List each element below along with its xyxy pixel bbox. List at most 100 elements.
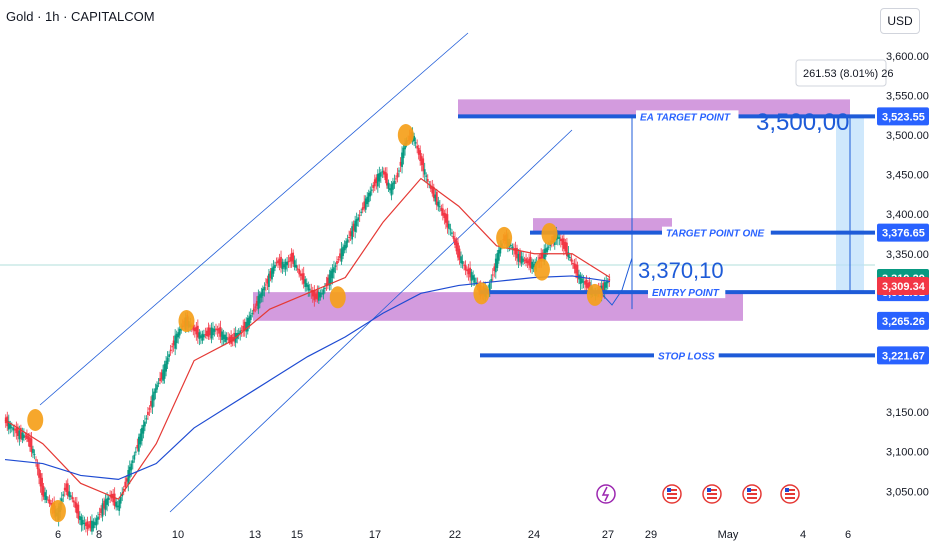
mid-price-annotation: 3,370,10 — [638, 258, 724, 283]
candle-body — [467, 268, 470, 275]
candle-body — [142, 424, 145, 434]
candle-body — [258, 294, 261, 304]
candle-body — [547, 246, 550, 248]
candle-body — [443, 212, 446, 219]
candle-body — [215, 328, 217, 330]
candle-body — [307, 284, 310, 291]
pivot-marker — [496, 226, 513, 249]
candle-body — [399, 161, 402, 166]
candle-body — [202, 334, 205, 338]
y-tick-label: 3,600.00 — [886, 51, 929, 63]
candle-body — [251, 313, 254, 315]
x-tick-label: 10 — [172, 529, 184, 541]
candle-body — [265, 284, 267, 286]
candle-body — [432, 186, 435, 199]
candle-body — [260, 292, 263, 298]
candle-body — [565, 242, 568, 256]
candle-body — [180, 328, 183, 331]
candle-body — [242, 325, 245, 331]
candle-body — [77, 504, 80, 519]
candle-body — [169, 349, 172, 352]
candle-body — [469, 267, 471, 278]
candle-body — [543, 249, 546, 262]
candle-body — [269, 271, 272, 279]
candle-body — [372, 185, 375, 188]
candle-body — [567, 252, 570, 258]
candle-body — [69, 495, 72, 497]
candle-body — [45, 496, 48, 500]
candle-body — [95, 518, 98, 526]
candle-body — [225, 336, 228, 341]
x-tick-label: 15 — [291, 529, 303, 541]
candle-body — [520, 256, 523, 264]
candle-body — [499, 246, 502, 254]
candle-body — [363, 201, 366, 209]
candles-layer — [4, 127, 611, 536]
candle-body — [144, 421, 146, 427]
candle-body — [30, 438, 33, 453]
candle-body — [252, 308, 255, 312]
candle-body — [449, 228, 452, 230]
candle-body — [398, 170, 400, 172]
candle-body — [334, 265, 337, 267]
candle-body — [573, 263, 576, 269]
level-label-0: EA TARGET POINT — [640, 112, 731, 123]
candle-body — [147, 411, 149, 416]
candle-body — [514, 248, 517, 255]
candle-body — [457, 242, 459, 258]
candle-body — [336, 261, 338, 264]
candle-body — [38, 468, 40, 478]
candle-body — [470, 272, 473, 281]
candle-body — [322, 289, 325, 295]
candle-body — [281, 261, 284, 270]
candle-body — [422, 158, 425, 172]
candle-body — [246, 318, 249, 332]
candle-body — [277, 260, 279, 264]
level-badge-3-bg — [877, 346, 929, 365]
candle-body — [115, 501, 118, 508]
candle-body — [389, 188, 391, 191]
candle-body — [68, 491, 71, 498]
candle-body — [272, 266, 275, 274]
candle-body — [165, 360, 167, 372]
candle-body — [455, 240, 458, 252]
candle-body — [369, 191, 372, 197]
candle-body — [166, 357, 169, 365]
x-tick-label: 6 — [55, 529, 61, 541]
candle-body — [175, 333, 178, 344]
candle-body — [91, 520, 93, 532]
flag-stripe — [707, 489, 717, 491]
candle-body — [248, 316, 251, 326]
candle-body — [192, 324, 195, 331]
candle-body — [305, 283, 308, 287]
currency-button[interactable]: USD — [880, 8, 920, 34]
candle-body — [32, 448, 34, 454]
candle-body — [94, 522, 96, 525]
candle-body — [271, 268, 273, 280]
candle-body — [348, 236, 350, 238]
candle-body — [80, 516, 83, 526]
candle-body — [219, 327, 222, 337]
candle-body — [603, 282, 606, 293]
flag-stripe — [667, 493, 677, 495]
candle-body — [461, 260, 464, 264]
candle-body — [340, 248, 343, 262]
candle-body — [464, 265, 467, 271]
candle-body — [36, 464, 39, 470]
pivot-marker — [473, 282, 490, 305]
candle-body — [395, 178, 397, 180]
x-tick-label: 24 — [528, 529, 540, 541]
pivot-marker — [533, 258, 550, 281]
candle-body — [575, 264, 577, 274]
candle-body — [150, 401, 152, 407]
candle-body — [12, 427, 15, 431]
flag-stripe — [667, 497, 677, 499]
candle-body — [86, 521, 89, 530]
candle-body — [27, 436, 30, 442]
measure-tooltip-bg — [795, 59, 887, 87]
candle-body — [401, 152, 403, 167]
candle-body — [437, 201, 440, 207]
candle-body — [177, 332, 180, 338]
candle-body — [392, 182, 394, 190]
